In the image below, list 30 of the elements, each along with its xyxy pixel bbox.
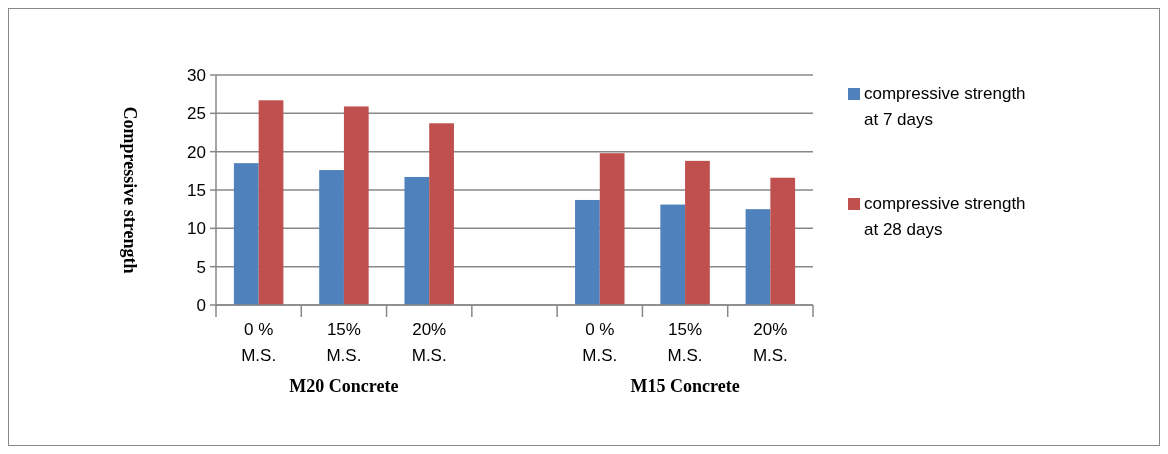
x-tick-label: 20% M.S. [411, 320, 447, 365]
y-tick-label: 25 [187, 104, 206, 124]
bar [429, 123, 454, 305]
y-tick-label: 20 [187, 142, 206, 162]
y-tick-label: 10 [187, 219, 206, 239]
bar [599, 153, 625, 305]
bar [404, 176, 430, 305]
bar [258, 100, 284, 305]
legend-label: compressive strength at 28 days [864, 194, 1026, 239]
y-axis-title: Compressive strength [120, 106, 140, 274]
bar [319, 170, 344, 305]
x-tick-label: 15% M.S. [326, 320, 362, 365]
text: M15 Concrete [630, 376, 740, 396]
bar [745, 209, 771, 305]
text: M20 Concrete [289, 376, 399, 396]
bar [343, 106, 369, 305]
legend-label: compressive strength at 7 days [864, 84, 1026, 129]
y-tick-label: 0 [196, 295, 206, 315]
y-tick-label: 15 [187, 180, 206, 200]
x-tick-label: 0 % M.S. [241, 320, 277, 365]
bar [575, 199, 600, 305]
bar [685, 160, 710, 305]
y-tick-label: 30 [187, 65, 206, 85]
x-tick-label: 0 % M.S. [582, 320, 618, 365]
bar [770, 177, 796, 305]
bar [233, 163, 259, 305]
bar [660, 204, 686, 305]
y-tick-label: 5 [196, 257, 206, 277]
x-tick-label: 15% M.S. [667, 320, 703, 365]
x-tick-label: 20% M.S. [752, 320, 788, 365]
